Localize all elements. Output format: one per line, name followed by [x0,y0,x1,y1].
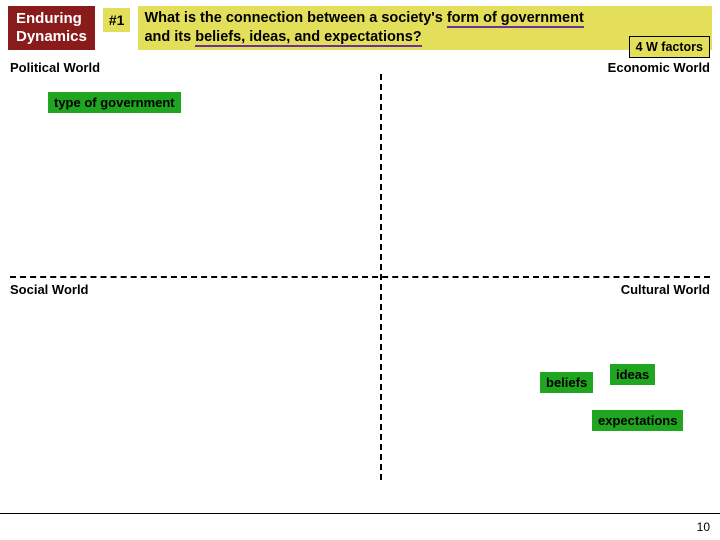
header: Enduring Dynamics #1 What is the connect… [0,0,720,54]
title-badge-text: Enduring Dynamics [16,10,87,45]
quadrant-label-economic: Economic World [608,60,710,75]
footer-divider [0,513,720,514]
tag-expectations: expectations [592,410,683,431]
page-number: 10 [697,520,710,534]
tag-type-of-government: type of government [48,92,181,113]
question-box: What is the connection between a society… [138,6,712,50]
tag-ideas: ideas [610,364,655,385]
number-badge: #1 [103,8,131,32]
quadrant-label-cultural: Cultural World [621,282,710,297]
title-badge: Enduring Dynamics [8,6,95,50]
horizontal-divider [10,276,710,278]
question-wrap: What is the connection between a society… [138,6,712,50]
question-underline-1: form of government [447,10,584,28]
factors-badge: 4 W factors [629,36,710,58]
question-underline-2: beliefs, ideas, and expectations? [195,29,421,47]
question-mid: and its [144,29,195,45]
tag-beliefs: beliefs [540,372,593,393]
number-text: #1 [109,12,125,28]
question-pre: What is the connection between a society… [144,10,446,26]
four-worlds-grid: Political World Economic World Social Wo… [10,60,710,490]
factors-text: 4 W factors [636,40,703,54]
quadrant-label-political: Political World [10,60,100,75]
quadrant-label-social: Social World [10,282,89,297]
